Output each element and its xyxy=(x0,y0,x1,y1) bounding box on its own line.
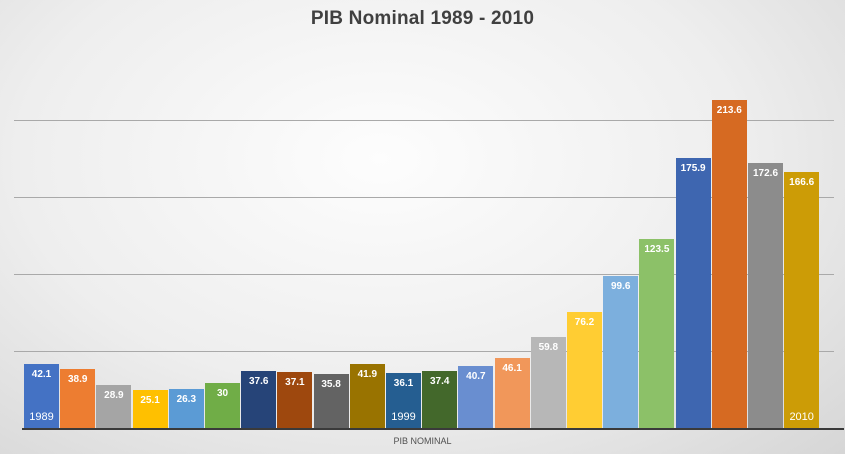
gridline-150 xyxy=(14,197,834,198)
data-label: 99.6 xyxy=(610,280,631,292)
year-annotation: 1989 xyxy=(29,411,54,423)
data-label: 46.1 xyxy=(502,363,522,375)
bar-2006: 123.5 xyxy=(639,238,675,429)
data-label: 28.9 xyxy=(104,389,124,401)
bar-1997: 35.8 xyxy=(313,373,349,429)
bar-1994: 30 xyxy=(205,382,240,429)
data-label: 59.8 xyxy=(538,341,559,353)
bar-1992: 25.1 xyxy=(132,390,168,429)
bar-1990: 38.9 xyxy=(60,369,96,429)
data-label: 172.6 xyxy=(752,168,779,180)
data-label: 166.6 xyxy=(789,177,815,189)
bar-2008: 213.6 xyxy=(711,100,747,429)
bar-2010: 166.6 2010 xyxy=(784,172,820,429)
year-annotation: 1999 xyxy=(391,411,416,423)
data-label: 37.6 xyxy=(248,376,269,388)
data-label: 37.4 xyxy=(429,376,450,388)
bar-2009: 172.6 xyxy=(748,163,783,429)
year-annotation: 2010 xyxy=(789,411,814,423)
x-axis-label: PIB NOMINAL xyxy=(393,436,452,446)
bar-1999: 36.1 1999 xyxy=(386,373,421,429)
bar-2001: 40.7 xyxy=(458,366,494,429)
data-label: 41.9 xyxy=(357,369,378,381)
bar-1998: 41.9 xyxy=(349,364,385,429)
data-label: 26.3 xyxy=(176,393,197,405)
bar-2000: 37.4 xyxy=(422,371,458,429)
data-label: 35.8 xyxy=(321,378,341,390)
gridline-50 xyxy=(14,351,834,352)
gridline-200 xyxy=(14,120,834,121)
bar-2004: 76.2 xyxy=(567,311,602,429)
data-label: 42.1 xyxy=(31,369,52,381)
bar-1991: 28.9 xyxy=(96,384,132,429)
plot-area: 42.1 1989 38.9 28.9 25.1 26.3 30 37.6 37.1 35.8 41… xyxy=(14,44,844,430)
data-label: 37.1 xyxy=(285,376,305,388)
chart-title: PIB Nominal 1989 - 2010 xyxy=(310,8,535,29)
bar-2005: 99.6 xyxy=(603,275,639,429)
bar-series: 42.1 1989 38.9 28.9 25.1 26.3 30 37.6 37.1 35.8 41… xyxy=(14,44,834,429)
gridline-100 xyxy=(14,274,834,275)
bar-1989: 42.1 1989 xyxy=(24,364,59,429)
bar-2003: 59.8 xyxy=(530,336,566,429)
bar-1993: 26.3 xyxy=(168,388,204,429)
data-label: 38.9 xyxy=(67,374,88,386)
data-label: 25.1 xyxy=(140,395,160,407)
bar-2007: 175.9 xyxy=(675,158,711,429)
data-label: 40.7 xyxy=(466,371,486,383)
bar-2002: 46.1 xyxy=(494,358,530,429)
data-label: 36.1 xyxy=(393,378,414,390)
data-label: 123.5 xyxy=(644,243,670,255)
data-label: 76.2 xyxy=(574,316,595,328)
x-axis-line xyxy=(22,428,844,430)
data-label: 213.6 xyxy=(716,105,742,117)
bar-1995: 37.6 xyxy=(241,371,277,429)
bar-1996: 37.1 xyxy=(277,371,313,429)
data-label: 30 xyxy=(216,387,229,399)
data-label: 175.9 xyxy=(680,163,706,175)
